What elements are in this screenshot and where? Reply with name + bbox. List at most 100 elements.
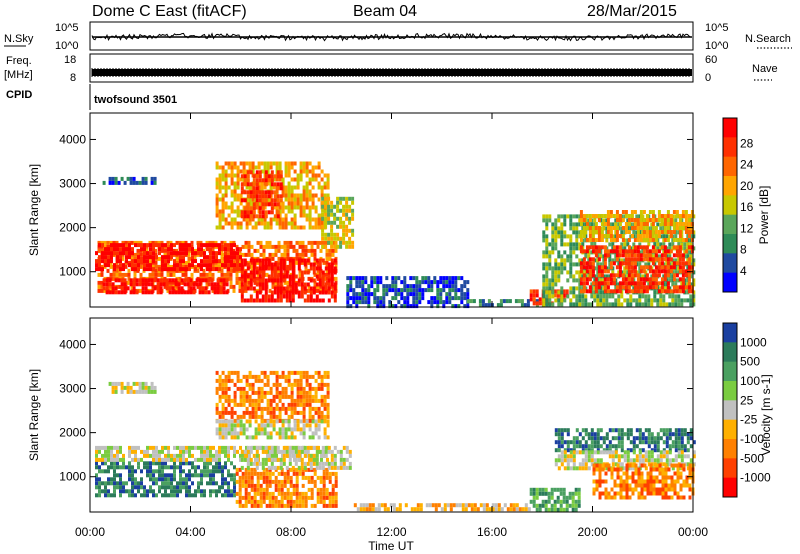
scatter-cell — [296, 205, 300, 210]
scatter-cell — [315, 274, 319, 279]
scatter-cell — [273, 274, 277, 279]
scatter-cell — [176, 445, 179, 450]
scatter-cell — [222, 282, 226, 287]
scatter-cell — [334, 260, 338, 265]
scatter-cell — [330, 461, 334, 466]
scatter-cell — [236, 197, 240, 202]
scatter-cell — [681, 226, 685, 230]
scatter-cell — [279, 457, 283, 462]
scatter-cell — [103, 288, 107, 293]
scatter-cell — [345, 240, 349, 245]
scatter-cell — [119, 481, 122, 486]
scatter-cell — [233, 402, 237, 407]
scatter-cell — [112, 276, 116, 281]
scatter-cell — [111, 176, 115, 181]
scatter-cell — [563, 266, 567, 271]
scatter-cell — [597, 234, 601, 238]
scatter-cell — [246, 457, 250, 462]
scatter-cell — [122, 267, 125, 272]
scatter-cell — [653, 290, 657, 295]
scatter-cell — [305, 173, 309, 178]
scatter-cell — [588, 230, 592, 234]
scatter-cell — [684, 218, 688, 222]
scatter-cell — [588, 285, 592, 290]
scatter-cell — [651, 269, 655, 274]
scatter-cell — [230, 445, 233, 450]
scatter-cell — [596, 298, 600, 303]
scatter-cell — [103, 244, 107, 249]
scatter-cell — [621, 273, 625, 278]
scatter-cell — [596, 266, 600, 271]
scatter-cell — [227, 161, 231, 166]
scatter-cell — [572, 262, 576, 267]
scatter-cell — [297, 262, 301, 267]
scatter-cell — [255, 270, 259, 275]
scatter-cell — [227, 453, 230, 458]
scatter-cell — [319, 248, 323, 253]
scatter-cell — [594, 253, 598, 258]
scatter-cell — [241, 244, 245, 249]
scatter-cell — [249, 214, 253, 219]
scatter-cell — [684, 285, 688, 290]
scatter-cell — [141, 286, 145, 291]
scatter-cell — [268, 252, 272, 257]
scatter-cell — [609, 234, 613, 238]
scatter-cell — [181, 240, 185, 245]
scatter-cell — [224, 406, 228, 411]
scatter-cell — [280, 483, 284, 488]
scatter-cell — [149, 465, 152, 470]
scatter-cell — [660, 265, 664, 270]
scatter-cell — [253, 248, 257, 253]
scatter-cell — [629, 302, 633, 307]
scatter-cell — [225, 290, 229, 295]
scatter-cell — [209, 247, 212, 252]
scatter-cell — [291, 266, 295, 271]
scatter-cell — [672, 238, 676, 242]
scatter-cell — [277, 240, 281, 245]
scatter-cell — [179, 255, 182, 260]
scatter-cell — [116, 445, 119, 450]
scatter-cell — [240, 449, 244, 454]
scatter-cell — [324, 266, 328, 271]
scatter-cell — [116, 485, 119, 490]
scatter-cell — [202, 268, 206, 273]
scatter-cell — [224, 259, 227, 264]
scatter-cell — [120, 278, 124, 283]
scatter-cell — [215, 181, 219, 186]
scatter-cell — [615, 214, 619, 218]
scatter-cell — [651, 273, 655, 278]
scatter-cell — [579, 265, 583, 270]
scatter-cell — [262, 244, 266, 249]
scatter-cell — [233, 181, 237, 186]
scatter-cell — [155, 477, 158, 482]
scatter-cell — [415, 300, 419, 305]
scatter-cell — [618, 234, 622, 238]
scatter-cell — [575, 226, 579, 231]
scatter-cell — [674, 302, 678, 307]
scatter-cell — [242, 398, 246, 403]
scatter-cell — [415, 296, 419, 301]
scatter-cell — [239, 193, 243, 198]
scatter-cell — [563, 214, 567, 219]
colorbar-segment — [723, 234, 737, 254]
scatter-cell — [141, 176, 145, 181]
scatter-cell — [636, 230, 640, 234]
scatter-cell — [633, 257, 637, 262]
scatter-cell — [215, 213, 219, 218]
scatter-cell — [618, 289, 622, 294]
scatter-cell — [666, 214, 670, 218]
scatter-cell — [612, 245, 616, 250]
scatter-cell — [139, 240, 143, 245]
scatter-cell — [149, 469, 152, 474]
scatter-cell — [660, 285, 664, 290]
scatter-cell — [666, 210, 670, 214]
scatter-cell — [294, 461, 298, 466]
scatter-cell — [113, 263, 116, 268]
scatter-cell — [373, 296, 377, 301]
scatter-cell — [651, 277, 655, 282]
scatter-cell — [623, 270, 627, 275]
scatter-cell — [324, 449, 328, 454]
scatter-cell — [668, 242, 672, 247]
scatter-cell — [290, 189, 294, 194]
nsearch-label: N.Search — [745, 33, 791, 45]
